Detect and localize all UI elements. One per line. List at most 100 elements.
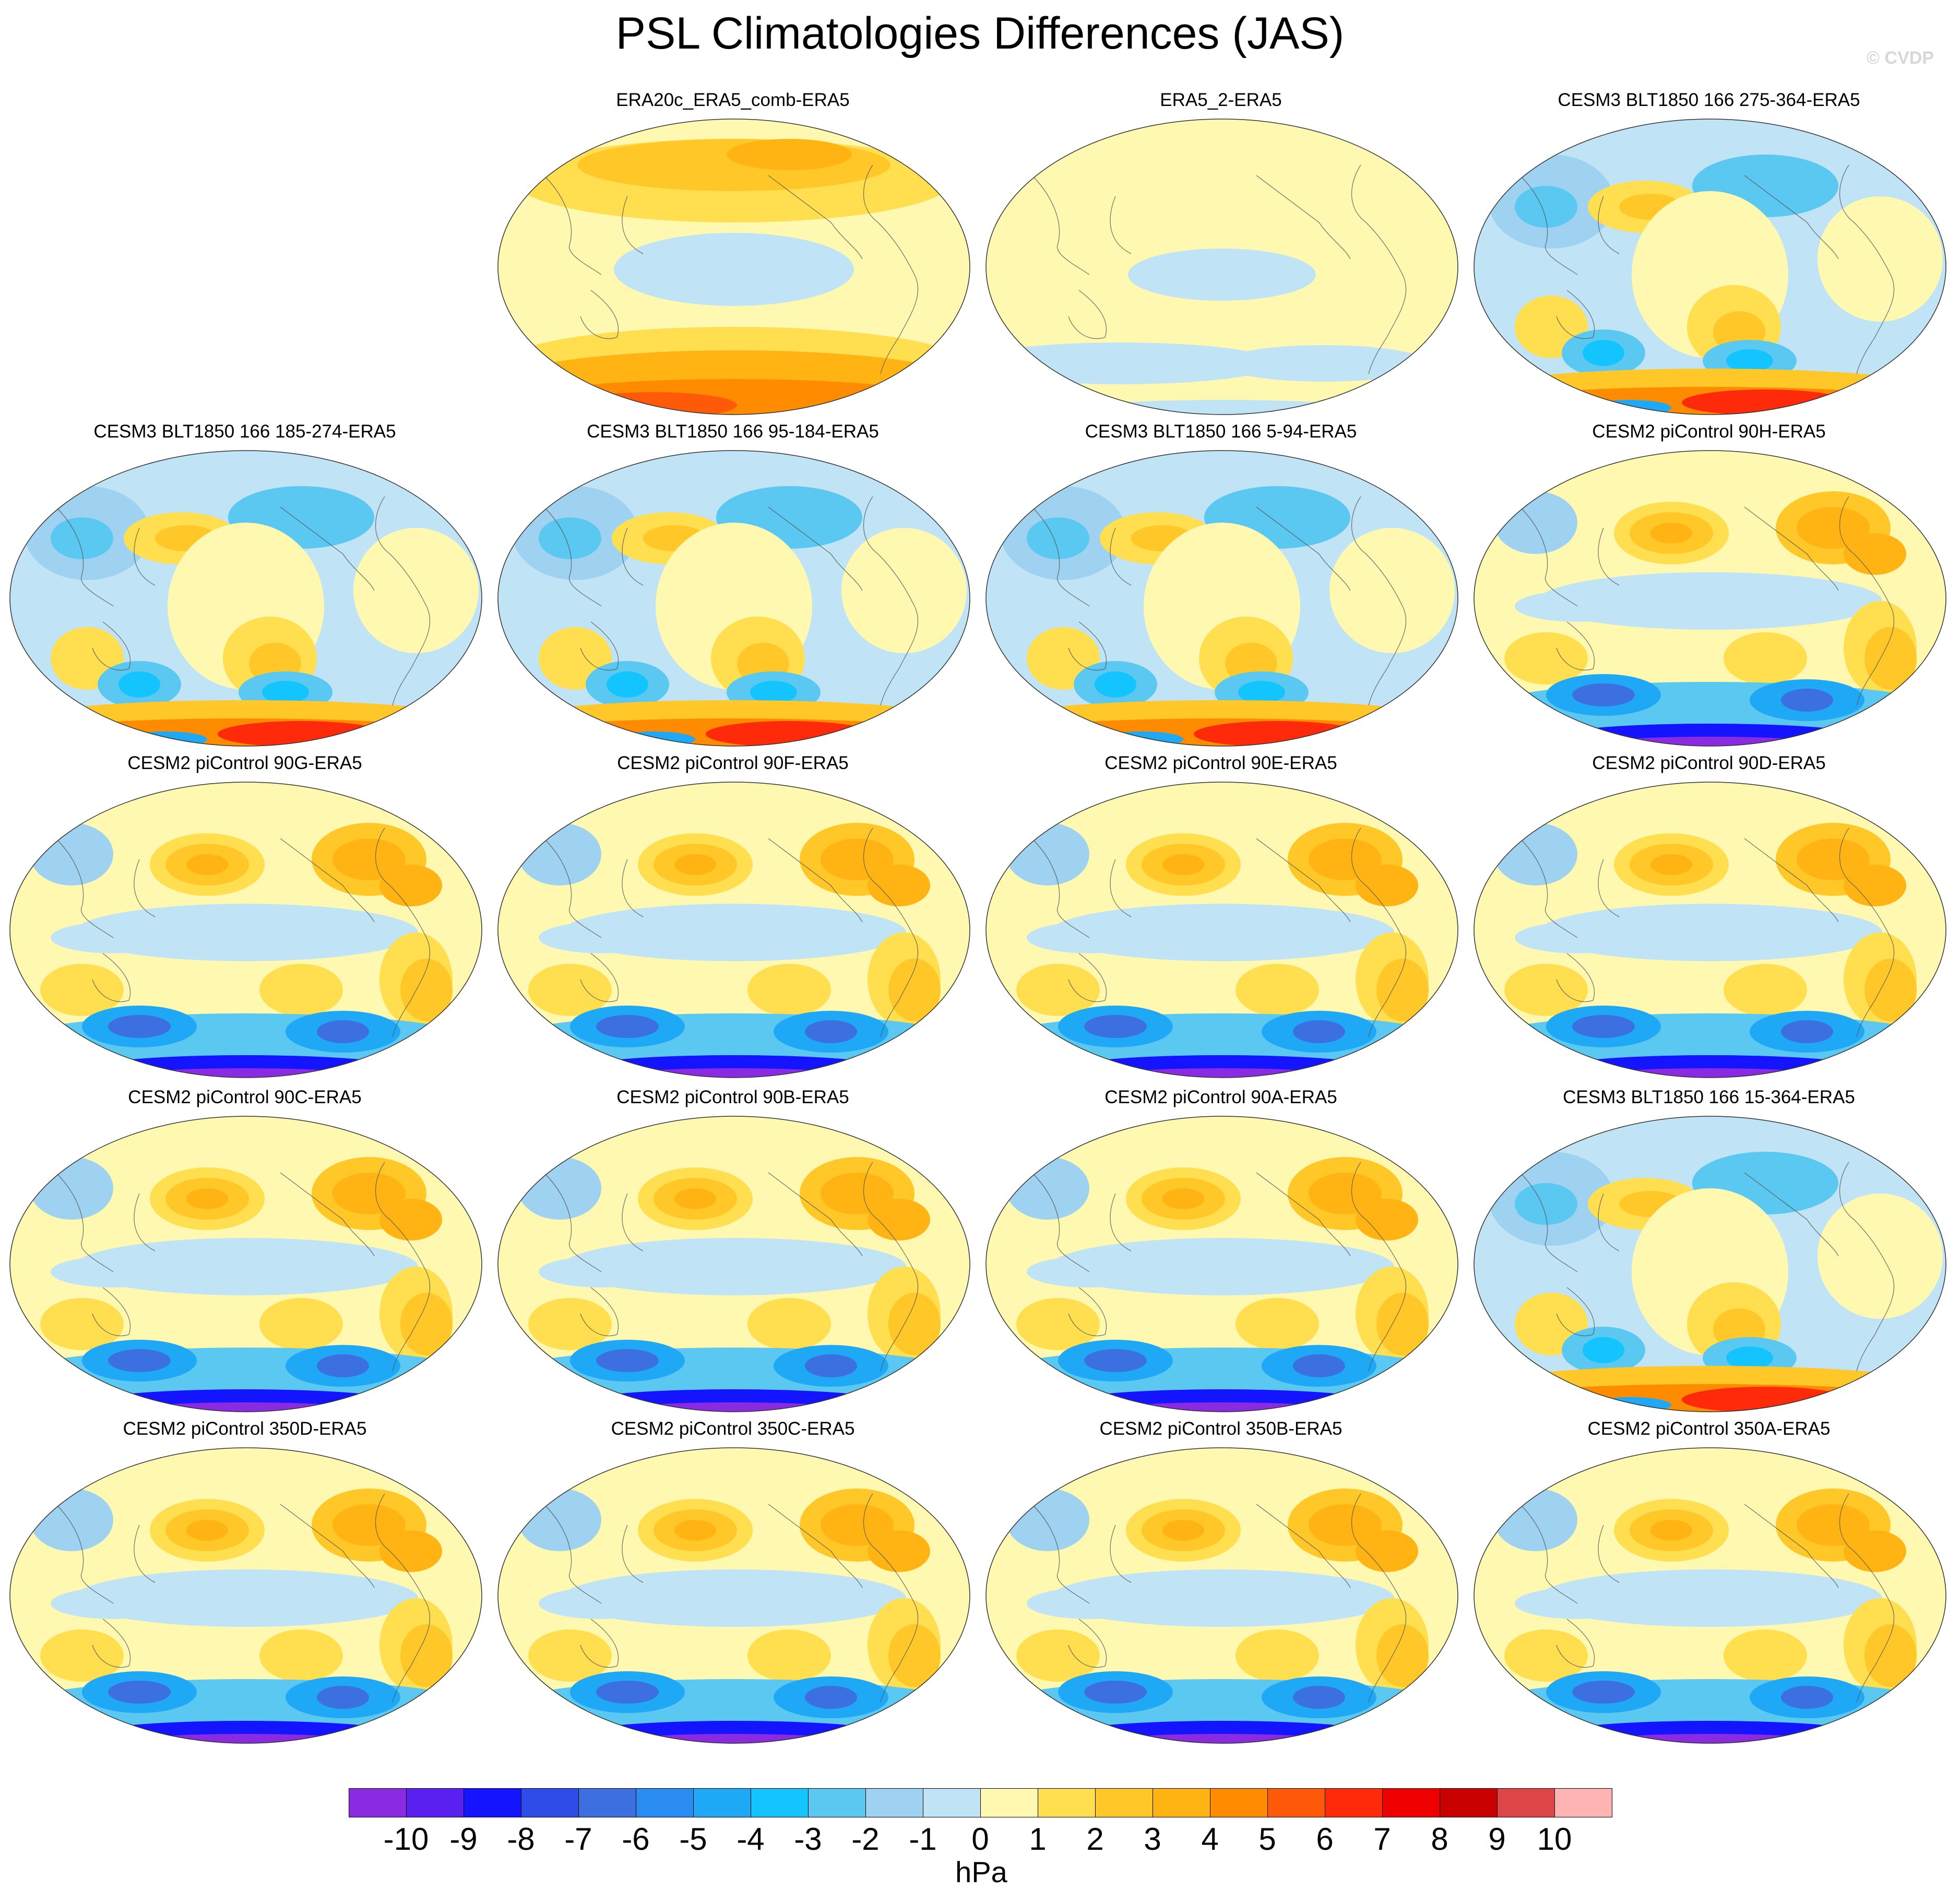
anomaly-contour-region xyxy=(1086,1734,1358,1743)
anomaly-contour-region xyxy=(1100,731,1183,746)
anomaly-contour-region xyxy=(1084,1349,1147,1372)
anomaly-contour-region xyxy=(379,1199,442,1241)
coastline xyxy=(1839,164,1895,374)
coastline xyxy=(280,838,375,923)
anomaly-contour-region xyxy=(706,721,873,746)
map-panel: CESM2 piControl 90A-ERA5 xyxy=(976,1086,1466,1420)
coastline xyxy=(863,1162,919,1372)
colorbar-tick-label: 7 xyxy=(1373,1822,1391,1857)
coastline xyxy=(863,164,919,374)
colorbar-swatch xyxy=(1497,1788,1555,1817)
coastline xyxy=(1068,1287,1107,1337)
coastline xyxy=(134,1525,156,1583)
coastline xyxy=(580,1287,619,1337)
colorbar-tick-label: -5 xyxy=(679,1822,707,1857)
coastline xyxy=(1598,1525,1620,1583)
anomaly-contour-region xyxy=(528,964,612,1016)
anomaly-contour-region xyxy=(1797,838,1870,880)
globe-outline xyxy=(497,119,970,415)
anomaly-contour-region xyxy=(747,1298,831,1350)
map-panel: CESM2 piControl 350D-ERA5 xyxy=(0,1417,490,1752)
coastline xyxy=(1351,828,1407,1037)
anomaly-contour-region xyxy=(1515,186,1577,228)
anomaly-contour-region xyxy=(108,1015,171,1038)
anomaly-contour-region xyxy=(1724,964,1807,1016)
coastline xyxy=(134,859,156,917)
colorbar-swatch xyxy=(751,1788,809,1817)
anomaly-contour-region xyxy=(1236,1629,1319,1682)
anomaly-contour-region xyxy=(888,959,941,1021)
coastline xyxy=(1256,1172,1351,1257)
coastline xyxy=(1351,1493,1407,1703)
anomaly-contour-region xyxy=(607,671,648,698)
coastline xyxy=(1031,1504,1090,1604)
anomaly-contour-region xyxy=(1162,1520,1204,1541)
anomaly-contour-region xyxy=(654,238,779,280)
anomaly-contour-region xyxy=(1236,964,1319,1016)
coastline xyxy=(1031,838,1090,938)
coastline xyxy=(1598,196,1620,254)
map-panel: CESM2 piControl 350B-ERA5 xyxy=(976,1417,1466,1752)
coastline xyxy=(1839,1162,1895,1372)
colorbar-tick-label: -10 xyxy=(383,1822,429,1857)
coastline xyxy=(1068,953,1107,1002)
watermark: © CVDP xyxy=(1867,48,1934,68)
anomaly-contour-region xyxy=(1086,1068,1358,1078)
colorbar-tick-label: -6 xyxy=(622,1822,650,1857)
anomaly-contour-region xyxy=(30,823,113,885)
anomaly-contour-region xyxy=(353,528,479,653)
coastline xyxy=(543,175,602,275)
panel-title: CESM2 piControl 90G-ERA5 xyxy=(127,753,362,773)
colorbar-tick-label: -4 xyxy=(737,1822,765,1857)
anomaly-contour-region xyxy=(727,139,852,170)
coastline xyxy=(768,838,863,923)
anomaly-contour-region xyxy=(868,865,930,906)
globe-map xyxy=(985,782,1458,1078)
coastline xyxy=(622,859,644,917)
globe-map xyxy=(9,782,482,1078)
anomaly-contour-region xyxy=(750,681,797,704)
colorbar-tick-label: 8 xyxy=(1431,1822,1448,1857)
panel-title: CESM3 BLT1850 166 95-184-ERA5 xyxy=(587,421,879,442)
panel-title: CESM2 piControl 90E-ERA5 xyxy=(1104,753,1337,773)
anomaly-contour-region xyxy=(1574,1068,1846,1078)
anomaly-contour-region xyxy=(40,1629,124,1682)
globe-map xyxy=(1474,1116,1946,1412)
anomaly-contour-region xyxy=(40,1298,124,1350)
anomaly-contour-region xyxy=(1494,491,1577,554)
map-panel: CESM3 BLT1850 166 15-364-ERA5 xyxy=(1464,1086,1954,1420)
map-panel: CESM2 piControl 90F-ERA5 xyxy=(488,752,978,1086)
coastline xyxy=(375,1493,431,1703)
coastline xyxy=(1744,175,1839,259)
anomaly-contour-region xyxy=(868,1530,930,1572)
anomaly-contour-region xyxy=(1006,1157,1089,1220)
anomaly-contour-region xyxy=(1065,400,1379,415)
coastline xyxy=(622,1525,644,1583)
coastline xyxy=(1031,175,1090,275)
coastline xyxy=(92,1619,131,1668)
coastline xyxy=(543,506,602,607)
coastline xyxy=(1519,175,1578,275)
globe-outline xyxy=(9,782,482,1078)
anomaly-contour-region xyxy=(259,1298,343,1350)
anomaly-contour-region xyxy=(1016,964,1100,1016)
colorbar-tick-label: -8 xyxy=(507,1822,535,1857)
anomaly-contour-region xyxy=(1864,1624,1917,1687)
anomaly-contour-region xyxy=(108,1681,171,1704)
colorbar-swatch xyxy=(578,1788,636,1817)
coastline xyxy=(768,1504,863,1588)
map-panel: CESM2 piControl 90G-ERA5 xyxy=(0,752,490,1086)
anomaly-contour-region xyxy=(1726,349,1773,372)
anomaly-contour-region xyxy=(1650,854,1692,875)
anomaly-contour-region xyxy=(805,1020,857,1043)
anomaly-contour-region xyxy=(821,1173,894,1214)
colorbar-tick-label: -1 xyxy=(909,1822,937,1857)
globe-map xyxy=(985,1447,1458,1744)
anomaly-contour-region xyxy=(218,721,385,746)
colorbar-swatch xyxy=(693,1788,751,1817)
anomaly-contour-region xyxy=(1194,721,1361,746)
anomaly-contour-region xyxy=(332,1173,406,1214)
colorbar-tick-label: 10 xyxy=(1537,1822,1572,1857)
colorbar-swatch xyxy=(923,1788,981,1817)
anomaly-contour-region xyxy=(1844,1530,1906,1572)
